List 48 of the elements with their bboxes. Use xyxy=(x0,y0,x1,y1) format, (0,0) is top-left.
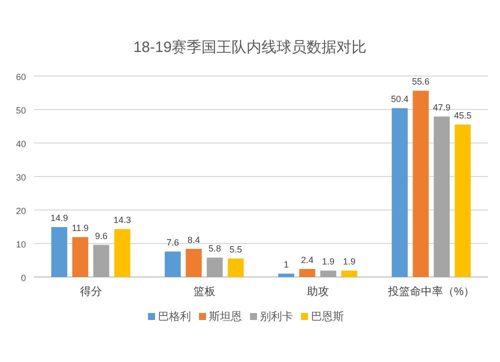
bar xyxy=(164,252,181,277)
x-tick-label: 投篮命中率（%） xyxy=(386,285,475,298)
data-label: 14.9 xyxy=(50,213,68,224)
bar xyxy=(412,90,429,277)
data-label: 5.5 xyxy=(229,244,242,255)
bar xyxy=(341,270,358,277)
bar xyxy=(228,258,244,277)
data-label: 1 xyxy=(284,260,289,270)
data-label: 47.9 xyxy=(432,102,451,113)
legend-label: 斯坦恩 xyxy=(209,310,242,323)
y-tick-label: 30 xyxy=(16,172,26,182)
data-label: 7.6 xyxy=(166,238,180,248)
legend-label: 别利卡 xyxy=(260,310,293,323)
bar xyxy=(93,244,110,277)
data-label: 5.8 xyxy=(208,244,222,254)
data-label: 45.5 xyxy=(454,110,472,121)
y-tick-label: 50 xyxy=(16,106,26,116)
y-tick-label: 60 xyxy=(16,72,26,82)
bar xyxy=(434,116,450,277)
x-tick-label: 得分 xyxy=(80,286,102,298)
y-tick-label: 40 xyxy=(16,139,26,149)
bar xyxy=(114,229,130,277)
y-tick-label: 20 xyxy=(16,206,26,216)
bar xyxy=(454,124,471,277)
bar xyxy=(278,274,294,277)
bar xyxy=(392,108,408,277)
data-label: 11.9 xyxy=(72,223,89,234)
x-tick-label: 篮板 xyxy=(193,286,216,298)
legend-label: 巴格利 xyxy=(158,310,191,323)
bar xyxy=(299,268,316,277)
bar xyxy=(186,248,202,277)
data-label: 1.9 xyxy=(322,256,335,267)
data-label: 55.6 xyxy=(412,76,430,87)
chart-title: 18-19赛季国王队内线球员数据对比 xyxy=(133,39,367,56)
x-tick-label: 助攻 xyxy=(306,285,329,298)
bar xyxy=(72,237,88,277)
data-label: 50.4 xyxy=(390,94,409,104)
y-tick-label: 0 xyxy=(20,273,26,283)
data-label: 2.4 xyxy=(300,254,314,265)
y-tick-label: 10 xyxy=(16,240,26,250)
bar xyxy=(320,270,336,277)
bar xyxy=(51,227,68,277)
data-label: 1.9 xyxy=(342,256,356,267)
bar xyxy=(206,258,223,277)
data-label: 8.4 xyxy=(187,234,200,245)
data-label: 9.6 xyxy=(94,230,108,241)
legend-label: 巴恩斯 xyxy=(311,310,344,323)
data-label: 14.3 xyxy=(113,215,132,226)
